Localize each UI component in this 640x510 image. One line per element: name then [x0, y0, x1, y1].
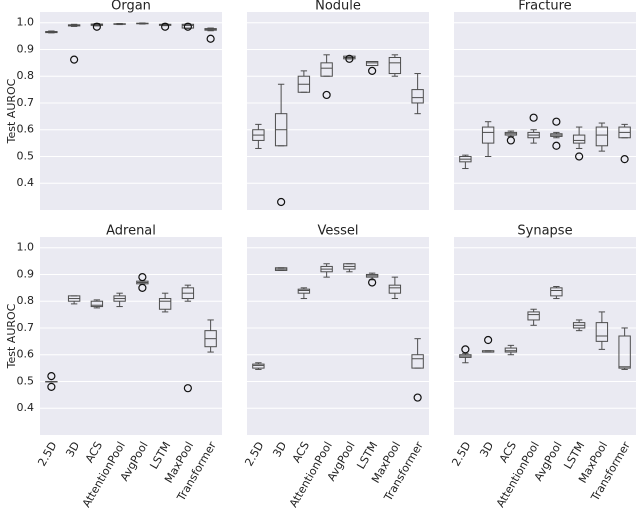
panel-title: Fracture: [518, 0, 571, 14]
panel-title: Synapse: [517, 224, 572, 239]
outlier: [322, 90, 331, 100]
box: [550, 287, 563, 297]
outlier: [183, 22, 192, 31]
outlier: [138, 283, 147, 292]
y-tick-label: 0.8: [17, 69, 35, 82]
outlier: [620, 155, 629, 164]
outlier: [575, 152, 584, 161]
x-tick-label: 2.5D: [242, 440, 266, 469]
outlier: [277, 197, 286, 207]
x-tick-label: 3D: [63, 440, 82, 460]
outlier: [47, 372, 56, 381]
box: [618, 335, 631, 369]
panel-title: Nodule: [315, 0, 361, 14]
box: [320, 62, 333, 77]
box: [504, 347, 518, 353]
panel-background: [40, 12, 222, 210]
outlier: [183, 384, 192, 393]
outlier: [368, 278, 377, 287]
x-tick-label: ACS: [290, 439, 312, 465]
outlier: [206, 34, 215, 43]
box: [365, 61, 379, 67]
panel-title: Adrenal: [106, 224, 156, 239]
x-tick-label: 2.5D: [35, 440, 59, 469]
box: [595, 322, 609, 342]
outlier: [138, 273, 147, 282]
box: [595, 126, 609, 147]
outlier: [345, 54, 354, 63]
box: [158, 298, 172, 310]
outlier: [161, 22, 170, 31]
y-tick-label: 0.5: [17, 149, 35, 162]
outlier: [506, 136, 515, 145]
outlier: [552, 117, 561, 126]
y-tick-label: 1.0: [17, 241, 35, 254]
y-axis-label: Test AUROC: [5, 303, 18, 369]
y-tick-label: 0.7: [17, 96, 35, 109]
box: [388, 284, 402, 294]
y-tick-label: 1.0: [17, 16, 35, 29]
y-tick-label: 0.4: [17, 401, 35, 414]
panel-title: Vessel: [317, 224, 358, 239]
x-tick-label: ACS: [83, 439, 105, 465]
x-tick-label: ACS: [497, 439, 519, 465]
outlier: [413, 393, 422, 402]
outlier: [47, 382, 56, 391]
panel-background: [454, 237, 636, 435]
y-axis-label: Test AUROC: [5, 78, 18, 144]
outlier: [368, 66, 377, 75]
y-tick-label: 0.6: [17, 348, 35, 361]
x-tick-label: 3D: [477, 440, 496, 460]
outlier: [70, 55, 79, 64]
y-tick-label: 0.5: [17, 374, 35, 387]
box: [572, 134, 586, 144]
box: [90, 300, 104, 308]
outlier: [92, 22, 101, 31]
panel-background: [454, 12, 636, 210]
box: [481, 126, 495, 144]
outlier: [552, 141, 561, 150]
x-tick-label: 2.5D: [449, 440, 473, 469]
panel-background: [40, 237, 222, 435]
panel-background: [247, 237, 429, 435]
y-tick-label: 0.4: [17, 176, 35, 189]
box: [297, 288, 311, 294]
panel-background: [247, 12, 429, 210]
outlier: [529, 113, 538, 122]
y-tick-label: 0.6: [17, 123, 35, 136]
y-tick-label: 0.7: [17, 321, 35, 334]
panel-title: Organ: [111, 0, 151, 14]
y-tick-label: 0.9: [17, 267, 35, 280]
box: [181, 23, 195, 29]
box: [388, 56, 402, 75]
outlier: [461, 345, 470, 354]
box: [252, 363, 265, 369]
x-tick-label: 3D: [270, 440, 289, 460]
box: [527, 311, 540, 321]
outlier: [484, 335, 493, 345]
box: [411, 354, 424, 369]
y-tick-label: 0.8: [17, 294, 35, 307]
y-tick-label: 0.9: [17, 42, 35, 55]
box: [411, 89, 424, 104]
